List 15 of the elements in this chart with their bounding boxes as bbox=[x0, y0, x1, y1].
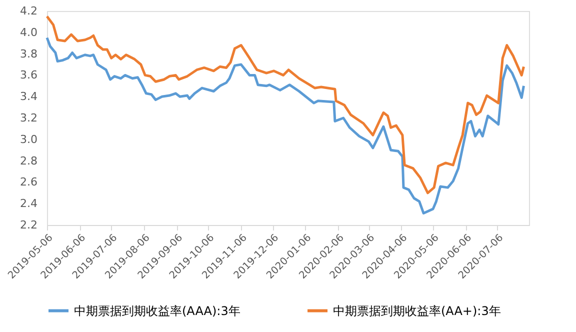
y-tick-label: 2.2 bbox=[20, 218, 38, 232]
y-tick-label: 2.4 bbox=[20, 197, 38, 210]
y-tick-label: 3.4 bbox=[20, 90, 38, 104]
y-tick-label: 3.8 bbox=[20, 47, 38, 60]
y-tick-label: 3.0 bbox=[20, 132, 38, 146]
legend-label: 中期票据到期收益率(AA+):3年 bbox=[333, 304, 501, 318]
line-series bbox=[46, 36, 525, 214]
y-tick-label: 2.6 bbox=[20, 176, 38, 189]
y-tick-label: 4.2 bbox=[20, 4, 38, 18]
y-tick-label: 4.0 bbox=[20, 26, 38, 39]
y-tick-label: 3.6 bbox=[20, 68, 38, 82]
legend-label: 中期票据到期收益率(AAA):3年 bbox=[74, 304, 240, 318]
line-series bbox=[46, 15, 525, 194]
y-tick-label: 2.8 bbox=[20, 154, 38, 168]
y-tick-label: 3.2 bbox=[20, 112, 38, 124]
